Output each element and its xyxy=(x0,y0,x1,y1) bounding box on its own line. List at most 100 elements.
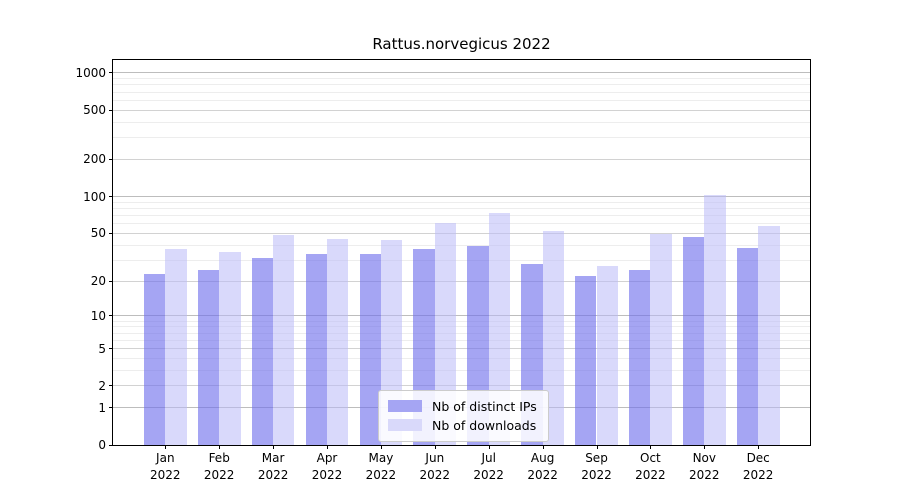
y-tick-label: 100 xyxy=(83,189,106,204)
x-tick-month: Jan xyxy=(156,451,175,465)
minor-gridline xyxy=(113,333,810,334)
y-tick-mark xyxy=(109,196,113,197)
x-tick-mark xyxy=(165,445,167,449)
y-tick-label: 0 xyxy=(98,438,106,452)
x-tick-label: Apr 2022 xyxy=(295,450,359,484)
bar-distinct-ips xyxy=(305,253,327,445)
major-gridline xyxy=(113,315,810,316)
major-gridline xyxy=(113,233,810,234)
y-tick-label: 1000 xyxy=(75,65,106,80)
bar-downloads xyxy=(434,222,457,445)
y-tick-mark xyxy=(109,280,113,282)
legend-label: Nb of distinct IPs xyxy=(432,398,537,414)
y-tick-mark xyxy=(109,158,113,160)
x-tick-year: 2022 xyxy=(257,468,289,482)
minor-gridline xyxy=(113,321,810,322)
x-tick-year: 2022 xyxy=(473,468,504,482)
legend-label: Nb of downloads xyxy=(432,417,537,433)
minor-gridline xyxy=(113,215,810,216)
x-tick-year: 2022 xyxy=(365,468,397,482)
y-tick-mark xyxy=(109,407,113,409)
x-tick-month: Nov xyxy=(692,451,716,465)
y-tick-label: 50 xyxy=(90,226,106,241)
y-tick-label: 1 xyxy=(98,400,106,415)
minor-gridline xyxy=(113,84,810,85)
downloads-swatch xyxy=(388,419,422,431)
x-tick-month: May xyxy=(368,451,394,465)
x-tick-year: 2022 xyxy=(689,468,720,482)
bar-distinct-ips xyxy=(197,269,220,445)
x-tick-year: 2022 xyxy=(311,468,343,482)
x-tick-month: Oct xyxy=(640,451,661,465)
legend-item-downloads: Nb of downloads xyxy=(388,416,537,434)
minor-gridline xyxy=(113,92,810,93)
x-tick-mark xyxy=(542,445,544,449)
x-tick-label: Dec 2022 xyxy=(726,450,790,484)
x-tick-label: Aug 2022 xyxy=(511,450,575,484)
x-tick-mark xyxy=(219,445,221,449)
bar-downloads xyxy=(650,234,672,445)
x-tick-year: 2022 xyxy=(527,468,558,482)
x-tick-month: Feb xyxy=(208,451,230,465)
x-tick-mark xyxy=(704,445,706,449)
y-tick-mark xyxy=(109,348,113,349)
x-tick-label: Sep 2022 xyxy=(565,450,629,484)
x-tick-label: Mar 2022 xyxy=(241,450,305,484)
y-tick-label: 2 xyxy=(98,378,106,393)
minor-gridline xyxy=(113,326,810,327)
x-tick-year: 2022 xyxy=(635,468,666,482)
bar-distinct-ips xyxy=(251,258,274,445)
x-tick-mark xyxy=(650,445,652,449)
legend-item-distinct-ips: Nb of distinct IPs xyxy=(388,397,537,415)
y-tick-label: 200 xyxy=(83,152,106,167)
x-tick-label: May 2022 xyxy=(349,450,413,484)
y-tick-mark xyxy=(109,315,113,317)
x-tick-label: Oct 2022 xyxy=(618,450,682,484)
bar-downloads xyxy=(327,238,349,445)
x-tick-month: Dec xyxy=(746,451,770,465)
major-gridline xyxy=(113,348,810,349)
x-tick-year: 2022 xyxy=(742,468,774,482)
bar-downloads xyxy=(165,249,187,445)
x-tick-label: Jan 2022 xyxy=(133,450,197,484)
x-tick-year: 2022 xyxy=(150,468,181,482)
y-tick-label: 5 xyxy=(98,341,106,356)
y-tick-mark xyxy=(109,72,113,74)
minor-gridline xyxy=(113,208,810,209)
bar-distinct-ips xyxy=(359,253,381,445)
major-gridline xyxy=(113,72,810,73)
x-tick-year: 2022 xyxy=(203,468,235,482)
x-tick-month: Aug xyxy=(530,451,555,465)
minor-gridline xyxy=(113,340,810,341)
chart-title: Rattus.norvegicus 2022 xyxy=(372,35,551,53)
bar-distinct-ips xyxy=(629,269,651,445)
bar-downloads xyxy=(758,226,780,445)
x-tick-label: Feb 2022 xyxy=(187,450,251,484)
x-tick-mark xyxy=(380,445,382,449)
bar-downloads xyxy=(273,235,295,445)
minor-gridline xyxy=(113,202,810,203)
y-tick-mark xyxy=(109,385,113,387)
minor-gridline xyxy=(113,78,810,79)
x-tick-year: 2022 xyxy=(419,468,451,482)
bar-downloads xyxy=(488,212,511,445)
x-tick-mark xyxy=(434,445,436,449)
legend: Nb of distinct IPs Nb of downloads xyxy=(378,390,549,442)
x-tick-mark xyxy=(273,445,275,449)
minor-gridline xyxy=(113,245,810,246)
bar-distinct-ips xyxy=(682,236,705,445)
x-tick-mark xyxy=(327,445,328,449)
y-tick-label: 500 xyxy=(83,103,106,118)
major-gridline xyxy=(113,159,810,160)
bar-downloads xyxy=(219,252,241,445)
minor-gridline xyxy=(113,223,810,224)
major-gridline xyxy=(113,110,810,111)
x-tick-month: Jul xyxy=(481,451,496,465)
bar-distinct-ips xyxy=(575,276,597,445)
x-tick-month: Apr xyxy=(316,451,338,465)
bar-distinct-ips xyxy=(736,247,759,445)
y-tick-mark xyxy=(109,109,113,111)
x-tick-year: 2022 xyxy=(581,468,612,482)
minor-gridline xyxy=(113,122,810,123)
minor-gridline xyxy=(113,370,810,371)
